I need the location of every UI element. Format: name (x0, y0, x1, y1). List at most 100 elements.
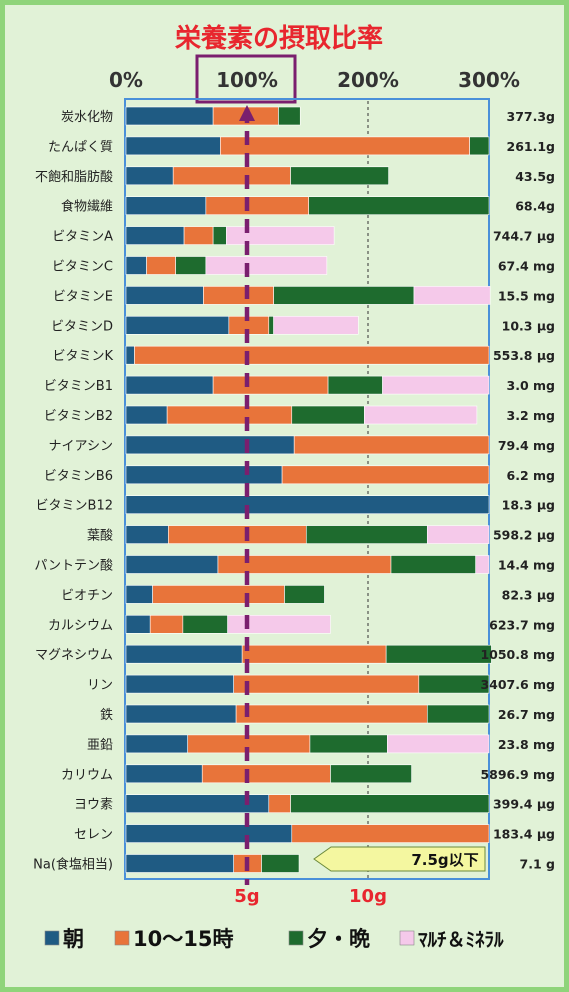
bar-segment (125, 136, 221, 156)
category-label: ビタミンB12 (36, 499, 113, 514)
bar-segment (217, 555, 392, 574)
bar-segment (290, 794, 490, 814)
category-label: ナイアシン (49, 439, 113, 454)
amount-label: 7.1 g (520, 857, 555, 872)
bar-segment (327, 375, 383, 395)
category-label: リン (87, 678, 113, 693)
bar-segment (330, 764, 412, 784)
legend: 朝 10～15時 夕・晩 ﾏﾙﾁ＆ﾐﾈﾗﾙ (44, 927, 504, 951)
category-label: 葉酸 (87, 529, 113, 544)
bar-segment (261, 854, 300, 873)
amount-label: 1050.8 mg (480, 647, 555, 662)
legend-label: 朝 (63, 927, 84, 951)
bar-segment (125, 256, 147, 275)
x-axis-ticks: 0% 100% 200% 300% (109, 68, 520, 92)
bar-segment (278, 106, 301, 126)
bar-segment (125, 465, 283, 485)
category-label: パントテン酸 (34, 559, 113, 574)
bar-segment (125, 106, 214, 126)
amount-label: 3407.6 mg (480, 677, 555, 692)
bar-segment (125, 315, 230, 335)
bar-segment (309, 734, 388, 754)
bar-segment (413, 286, 491, 305)
amount-label: 623.7 mg (489, 617, 555, 632)
bar-segment (475, 555, 490, 574)
bar-segment (168, 525, 307, 544)
bar-segment (125, 734, 189, 754)
bar-segment (182, 614, 228, 634)
bar-segment (220, 136, 470, 156)
amount-label: 6.2 mg (507, 468, 555, 483)
amount-label: 15.5 mg (498, 288, 555, 303)
bar-segment (226, 226, 335, 245)
chart-frame: 栄養素の摂取比率 0% 100% 200% 300% 炭水化物 たんぱく質 不飽和脂肪酸食… (5, 5, 564, 987)
amount-label: 26.7 mg (498, 707, 555, 722)
amount-label: 10.3 μg (502, 318, 555, 333)
bar-segment (125, 644, 243, 664)
amount-label: 183.4 μg (493, 827, 555, 842)
category-label: 不飽和脂肪酸 (35, 169, 113, 185)
amount-label: 43.5g (515, 169, 555, 184)
bar-segment (125, 704, 237, 724)
bar-segment (205, 256, 328, 275)
bar-segment (166, 405, 293, 425)
salt-tick-10g: 10g (349, 886, 387, 907)
category-label: ビタミンD (51, 319, 113, 334)
bar-segment (205, 196, 310, 215)
bar-segment (268, 794, 291, 814)
bar-segment (125, 824, 293, 843)
bar-segment (273, 315, 359, 335)
bar-segment (152, 585, 285, 604)
x-tick-label: 0% (109, 68, 143, 92)
bar-segment (291, 405, 365, 425)
bar-segment (125, 196, 207, 215)
amount-label: 377.3g (507, 109, 556, 124)
bar-segment (233, 674, 420, 694)
category-label: ビタミンB2 (44, 409, 113, 424)
bar-segment (268, 315, 274, 335)
category-label: 食物繊維 (61, 199, 113, 215)
bar-segment (149, 614, 184, 634)
bar-segment (418, 674, 490, 694)
amount-label: 261.1g (507, 139, 556, 154)
legend-swatch (288, 930, 304, 946)
category-label: カルシウム (48, 618, 113, 633)
bar-segment (175, 256, 207, 275)
bar-segment (308, 196, 490, 215)
bar-segment (125, 585, 153, 604)
category-label: ビタミンA (52, 230, 113, 245)
bar-segment (426, 525, 490, 544)
bar-segment (125, 435, 295, 455)
bar-segment (390, 555, 476, 574)
nutrient-chart: 栄養素の摂取比率 0% 100% 200% 300% 炭水化物たんぱく質不飽和脂肪酸食… (33, 23, 556, 951)
category-label: ビタミンC (52, 260, 113, 275)
bar-segment (125, 286, 204, 305)
bar-segment (125, 375, 214, 395)
category-label: ビタミンK (52, 349, 113, 364)
category-label: Na(食塩相当) (33, 857, 113, 873)
category-label: セレン (74, 828, 113, 843)
category-label: ビタミンB6 (44, 469, 113, 484)
x-tick-label: 200% (337, 68, 399, 92)
bar-segment (426, 704, 490, 724)
amount-label: 3.2 mg (507, 408, 555, 423)
bars-group (125, 106, 492, 873)
amount-label: 598.2 μg (493, 528, 555, 543)
bar-segment (125, 674, 234, 694)
amount-label: 3.0 mg (507, 378, 555, 393)
bar-segment (305, 525, 428, 544)
amount-label: 23.8 mg (498, 737, 555, 752)
amount-label: 553.8 μg (493, 348, 555, 363)
bar-segment (290, 166, 389, 186)
salt-target-label: 7.5g以下 (411, 851, 478, 869)
bar-segment (469, 136, 490, 156)
legend-label: 10～15時 (133, 927, 233, 951)
bar-segment (125, 226, 185, 245)
chart-title: 栄養素の摂取比率 (174, 23, 383, 54)
amount-label: 5896.9 mg (480, 767, 555, 782)
bar-segment (125, 854, 234, 873)
bar-segment (281, 465, 490, 485)
bar-segment (212, 226, 227, 245)
legend-label: ﾏﾙﾁ＆ﾐﾈﾗﾙ (418, 929, 504, 951)
